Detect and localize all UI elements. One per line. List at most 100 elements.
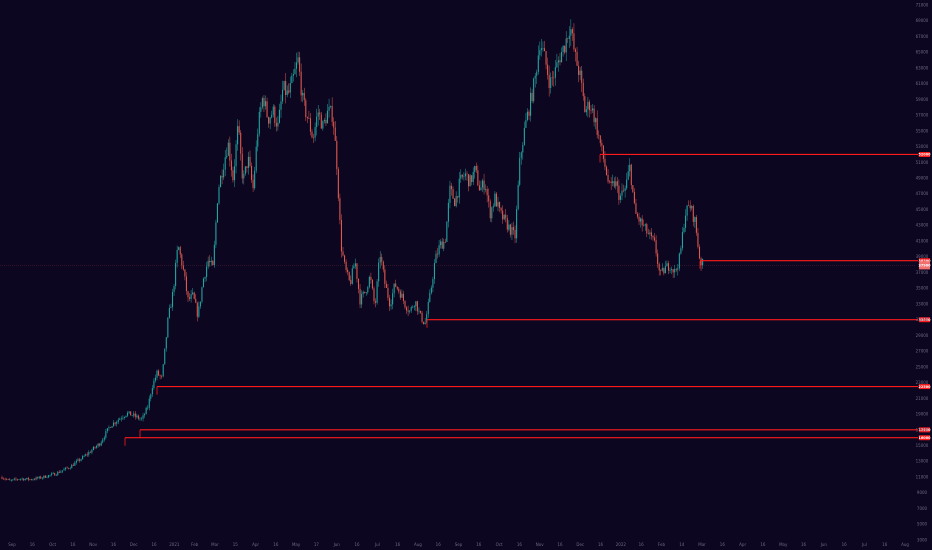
candle xyxy=(669,267,671,274)
candle xyxy=(237,119,239,151)
candle xyxy=(60,469,62,473)
candle xyxy=(539,41,541,60)
candle xyxy=(35,476,37,481)
candle xyxy=(168,304,170,319)
price-level[interactable]: 17000 xyxy=(139,427,931,438)
x-tick-label: Oct xyxy=(49,542,56,547)
candle xyxy=(257,128,259,152)
candle xyxy=(365,291,367,296)
y-tick-label: 17000 xyxy=(916,427,929,432)
y-tick-label: 35000 xyxy=(916,286,929,291)
candle xyxy=(165,337,167,352)
x-tick-label: 16 xyxy=(842,542,848,547)
candle xyxy=(4,477,6,481)
candle xyxy=(164,348,166,365)
candle xyxy=(92,445,94,451)
candle xyxy=(13,477,15,481)
candle xyxy=(71,463,73,469)
candle xyxy=(30,478,32,481)
candle xyxy=(61,470,63,474)
y-tick-label: 63000 xyxy=(916,65,929,70)
candle xyxy=(18,479,20,481)
price-level-label: 17000 xyxy=(918,428,931,432)
candle xyxy=(491,206,493,223)
candle xyxy=(588,99,590,118)
candle xyxy=(630,163,632,190)
candle xyxy=(452,186,454,199)
candle xyxy=(147,405,149,411)
candle xyxy=(413,305,415,311)
y-tick-label: 31000 xyxy=(916,317,929,322)
price-level[interactable]: 22500 xyxy=(156,384,931,395)
candle xyxy=(602,145,604,163)
candle xyxy=(519,151,521,187)
x-tick-label: Nov xyxy=(536,542,544,547)
price-level[interactable]: 16000 xyxy=(124,435,931,446)
candle xyxy=(433,259,435,284)
candle xyxy=(686,205,688,221)
candle xyxy=(272,104,274,118)
x-tick-label: Jun xyxy=(820,542,828,547)
candle xyxy=(325,113,327,127)
candle xyxy=(190,290,192,303)
candle xyxy=(125,415,127,418)
candle xyxy=(458,172,460,204)
candle xyxy=(57,470,59,477)
candle xyxy=(286,85,288,98)
candle xyxy=(480,180,482,191)
price-level-tag xyxy=(919,317,930,323)
candle xyxy=(244,166,246,176)
price-axis[interactable]: 3000 5000 7000 9000 11000 13000 15000 17000 1900… xyxy=(916,2,932,542)
y-tick-label: 51000 xyxy=(916,160,929,165)
candle xyxy=(156,369,158,381)
candle xyxy=(342,247,344,257)
candle xyxy=(283,80,285,91)
candle xyxy=(334,120,336,141)
candle xyxy=(537,45,539,75)
candle xyxy=(142,412,144,422)
y-tick-label: 27000 xyxy=(916,349,929,354)
price-level[interactable]: 52000 xyxy=(599,151,931,163)
candle xyxy=(598,130,600,140)
candle xyxy=(320,111,322,129)
y-tick-label: 21000 xyxy=(916,396,929,401)
candle xyxy=(305,98,307,121)
candle xyxy=(615,176,617,190)
candle xyxy=(86,452,88,457)
candle xyxy=(54,472,56,476)
price-level-label: 31000 xyxy=(918,318,931,322)
candle xyxy=(96,444,98,449)
candle xyxy=(280,94,282,118)
candle xyxy=(508,220,510,232)
candle xyxy=(266,97,268,119)
x-tick-label: 16 xyxy=(476,542,482,547)
candle xyxy=(246,166,248,173)
candle xyxy=(361,290,363,309)
candle xyxy=(702,258,704,269)
candle xyxy=(362,290,364,298)
candle xyxy=(99,443,101,447)
x-tick-label: 16 xyxy=(720,542,726,547)
candle xyxy=(680,245,682,255)
candle xyxy=(402,290,404,305)
candle xyxy=(116,420,118,427)
candle xyxy=(559,52,561,66)
time-axis[interactable]: Sep 16 Oct 16 Nov 16 Dec 16 2021 Feb Mar 15 Apr 16 May… xyxy=(8,542,909,547)
price-level[interactable]: 38500 xyxy=(699,258,931,269)
candle xyxy=(317,104,319,126)
candle xyxy=(404,300,406,310)
candle xyxy=(595,117,597,130)
candle xyxy=(618,179,620,205)
candle xyxy=(430,285,432,295)
candle xyxy=(51,472,53,477)
y-tick-label: 13000 xyxy=(916,459,929,464)
candle xyxy=(691,205,693,211)
candle xyxy=(158,369,160,377)
candle xyxy=(371,278,373,290)
candle xyxy=(596,110,598,139)
price-level[interactable]: 31000 xyxy=(426,317,931,328)
candle xyxy=(466,170,468,181)
candle xyxy=(635,198,637,214)
